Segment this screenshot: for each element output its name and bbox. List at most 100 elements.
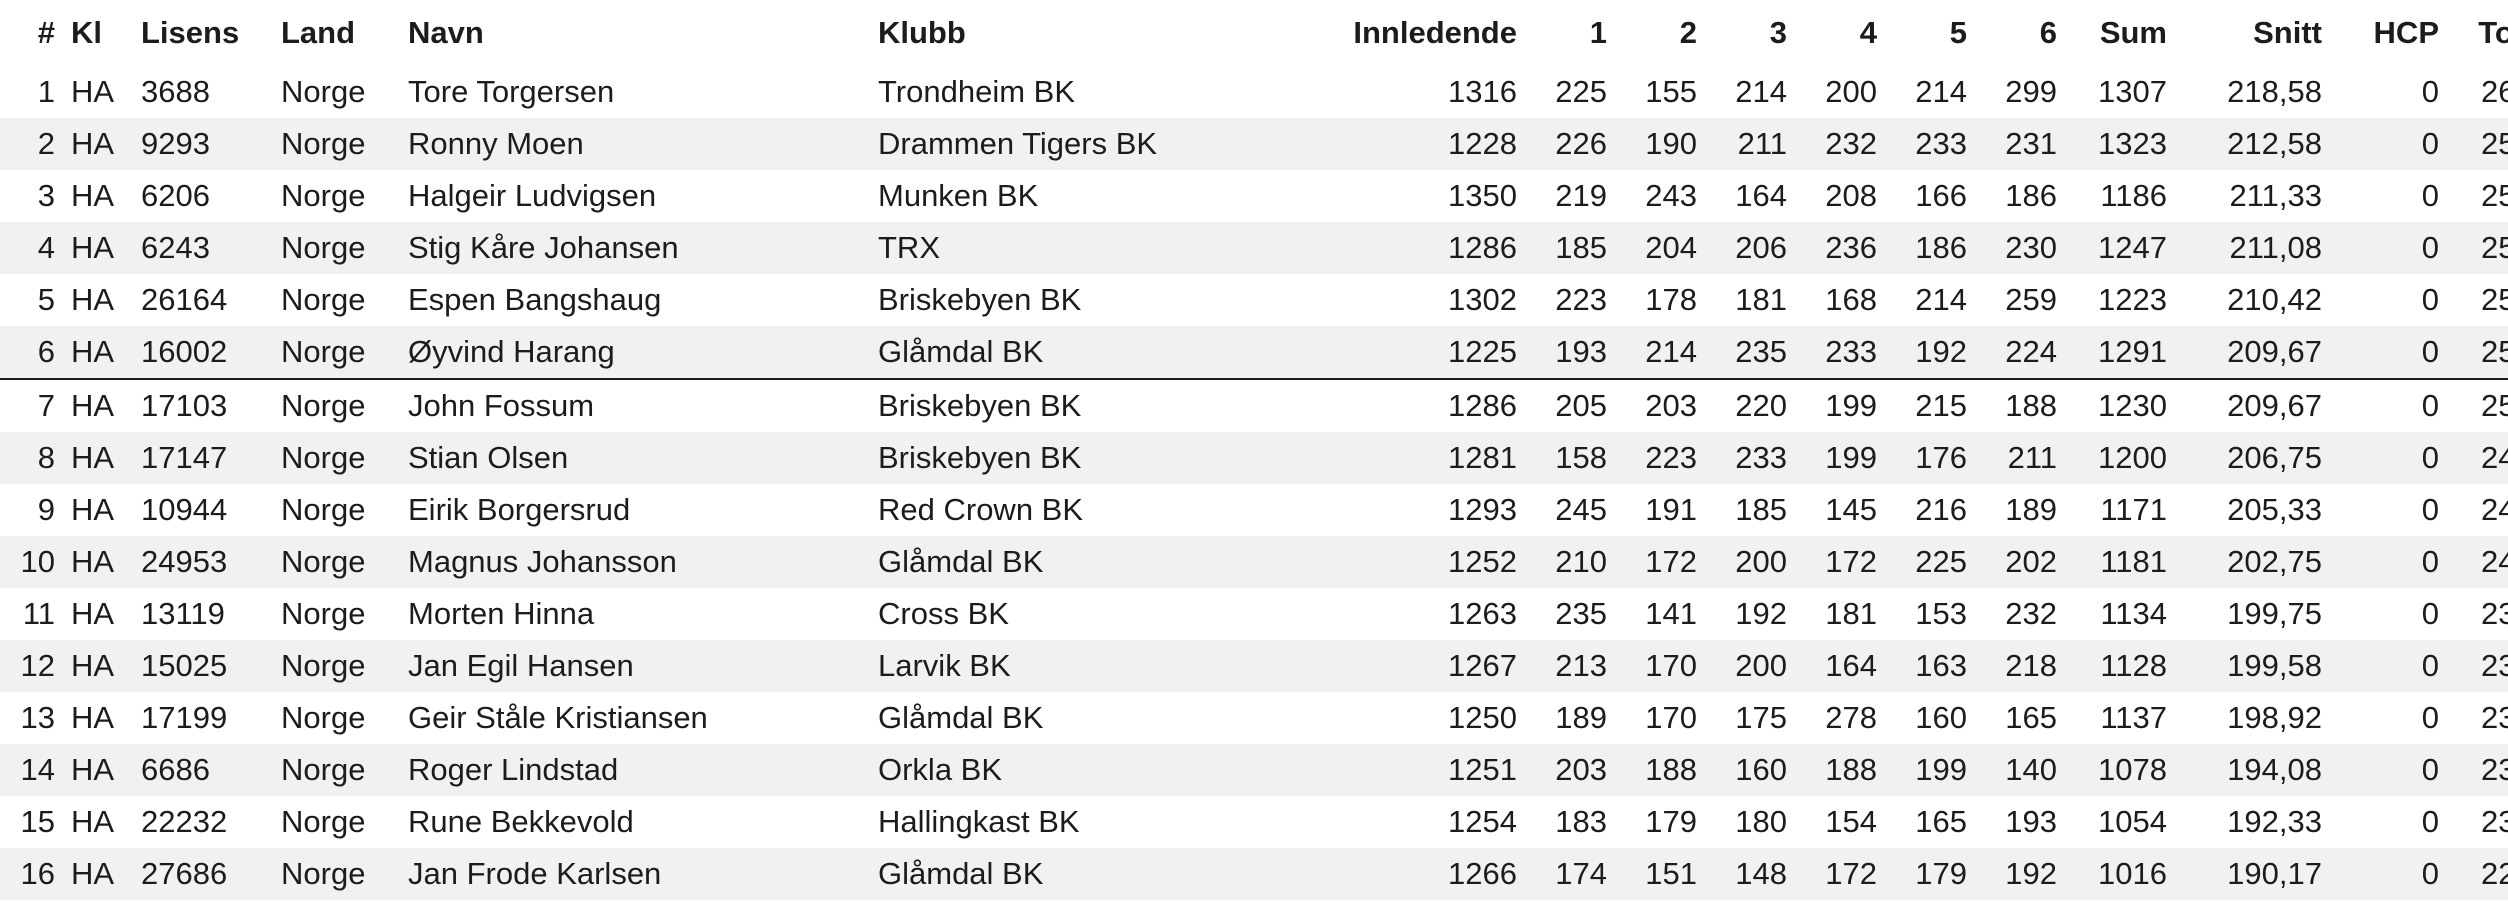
cell-game-4: 172 [1795, 536, 1885, 588]
cell-name: Stig Kåre Johansen [400, 222, 870, 274]
cell-handicap: 0 [2421, 596, 2439, 631]
cell-game-1: 245 [1555, 492, 1607, 527]
table-body: 1 HA 3688 Norge Tore Torgersen Trondheim BK 13… [0, 66, 2508, 900]
cell-game-1: 189 [1555, 700, 1607, 735]
cell-qualifying: 1250 [1448, 700, 1517, 735]
cell-club: Red Crown BK [878, 492, 1084, 527]
cell-game-5: 176 [1885, 432, 1975, 484]
cell-game-5: 215 [1915, 388, 1967, 423]
cell-rank: 13 [20, 700, 55, 735]
cell-qualifying: 1267 [1305, 640, 1525, 692]
cell-country: Norge [273, 536, 400, 588]
cell-game-5: 166 [1915, 178, 1967, 213]
header-row: # Kl Lisens Land Navn Klubb Innledende 1 2 3 4 5 6 Su… [0, 0, 2508, 66]
table-row: 7 HA 17103 Norge John Fossum Briskebyen BK 128… [0, 379, 2508, 432]
cell-average: 211,33 [2229, 178, 2322, 213]
cell-game-5: 163 [1885, 640, 1975, 692]
cell-game-1: 235 [1555, 596, 1607, 631]
cell-game-6: 192 [1975, 848, 2065, 900]
cell-game-2: 155 [1645, 74, 1697, 109]
cell-qualifying: 1225 [1305, 326, 1525, 380]
cell-game-3: 206 [1705, 222, 1795, 274]
cell-game-6: 231 [1975, 118, 2065, 170]
cell-handicap: 0 [2330, 744, 2447, 796]
cell-class: HA [63, 536, 133, 588]
cell-game-5: 192 [1885, 326, 1975, 380]
cell-total: 2395 [2447, 640, 2508, 692]
cell-game-4: 181 [1825, 596, 1877, 631]
cell-game-1: 193 [1525, 326, 1615, 380]
cell-total: 2536 [2481, 178, 2508, 213]
cell-country: Norge [273, 118, 400, 170]
cell-total: 2397 [2481, 596, 2508, 631]
cell-club: Briskebyen BK [878, 388, 1082, 423]
cell-game-4: 188 [1795, 744, 1885, 796]
cell-club: Glåmdal BK [878, 700, 1044, 735]
cell-name: Rune Bekkevold [408, 804, 634, 839]
cell-game-3: 220 [1735, 388, 1787, 423]
cell-sum: 1247 [2065, 222, 2175, 274]
cell-class: HA [63, 326, 133, 380]
cell-name: Stian Olsen [400, 432, 870, 484]
cell-total: 2516 [2447, 326, 2508, 380]
column-header-total: Total [2478, 15, 2508, 50]
cell-class: HA [63, 640, 133, 692]
cell-handicap: 0 [2330, 222, 2447, 274]
cell-handicap: 0 [2421, 700, 2439, 735]
cell-club: Briskebyen BK [870, 432, 1305, 484]
cell-license: 10944 [141, 492, 228, 527]
cell-game-5: 216 [1915, 492, 1967, 527]
cell-country: Norge [273, 744, 400, 796]
cell-name: Ronny Moen [400, 118, 870, 170]
cell-game-3: 192 [1735, 596, 1787, 631]
cell-club: TRX [870, 222, 1305, 274]
cell-handicap: 0 [2421, 74, 2439, 109]
cell-country: Norge [281, 700, 366, 735]
cell-license: 17103 [141, 388, 228, 423]
cell-rank: 5 [37, 282, 55, 317]
cell-license: 17199 [141, 700, 228, 735]
cell-game-5: 199 [1885, 744, 1975, 796]
cell-game-3: 211 [1705, 118, 1795, 170]
cell-average: 209,67 [2227, 388, 2322, 423]
cell-sum: 1223 [2098, 282, 2167, 317]
column-header-average: Snitt [2253, 15, 2322, 50]
cell-license: 6686 [133, 744, 273, 796]
cell-name: Magnus Johansson [400, 536, 870, 588]
cell-license: 6206 [141, 178, 210, 213]
cell-game-5: 153 [1915, 596, 1967, 631]
cell-license: 15025 [133, 640, 273, 692]
cell-qualifying: 1251 [1305, 744, 1525, 796]
cell-country: Norge [281, 282, 366, 317]
cell-qualifying: 1281 [1305, 432, 1525, 484]
cell-game-5: 214 [1915, 282, 1967, 317]
cell-club: Glåmdal BK [870, 536, 1305, 588]
cell-sum: 1128 [2065, 640, 2175, 692]
column-header-rank: # [37, 15, 55, 50]
cell-average: 199,58 [2175, 640, 2330, 692]
cell-game-3: 214 [1735, 74, 1787, 109]
cell-sum: 1134 [2100, 596, 2167, 631]
cell-qualifying: 1252 [1305, 536, 1525, 588]
table-row: 16 HA 27686 Norge Jan Frode Karlsen Glåmdal B… [0, 848, 2508, 900]
cell-game-1: 205 [1555, 388, 1607, 423]
cell-game-1: 183 [1555, 804, 1607, 839]
cell-license: 9293 [133, 118, 273, 170]
cell-country: Norge [273, 848, 400, 900]
cell-game-4: 199 [1795, 432, 1885, 484]
cell-name: Geir Ståle Kristiansen [408, 700, 708, 735]
cell-handicap: 0 [2330, 326, 2447, 380]
column-header-game-1: 1 [1589, 15, 1607, 50]
column-header-class: Kl [71, 15, 102, 50]
cell-name: Morten Hinna [408, 596, 595, 631]
cell-handicap: 0 [2421, 178, 2439, 213]
cell-class: HA [71, 804, 115, 839]
cell-license: 13119 [141, 596, 225, 631]
cell-game-3: 200 [1705, 536, 1795, 588]
cell-rank: 1 [37, 74, 55, 109]
cell-name: Jan Frode Karlsen [400, 848, 870, 900]
cell-game-2: 223 [1615, 432, 1705, 484]
cell-game-5: 214 [1915, 74, 1967, 109]
cell-rank: 14 [0, 744, 63, 796]
